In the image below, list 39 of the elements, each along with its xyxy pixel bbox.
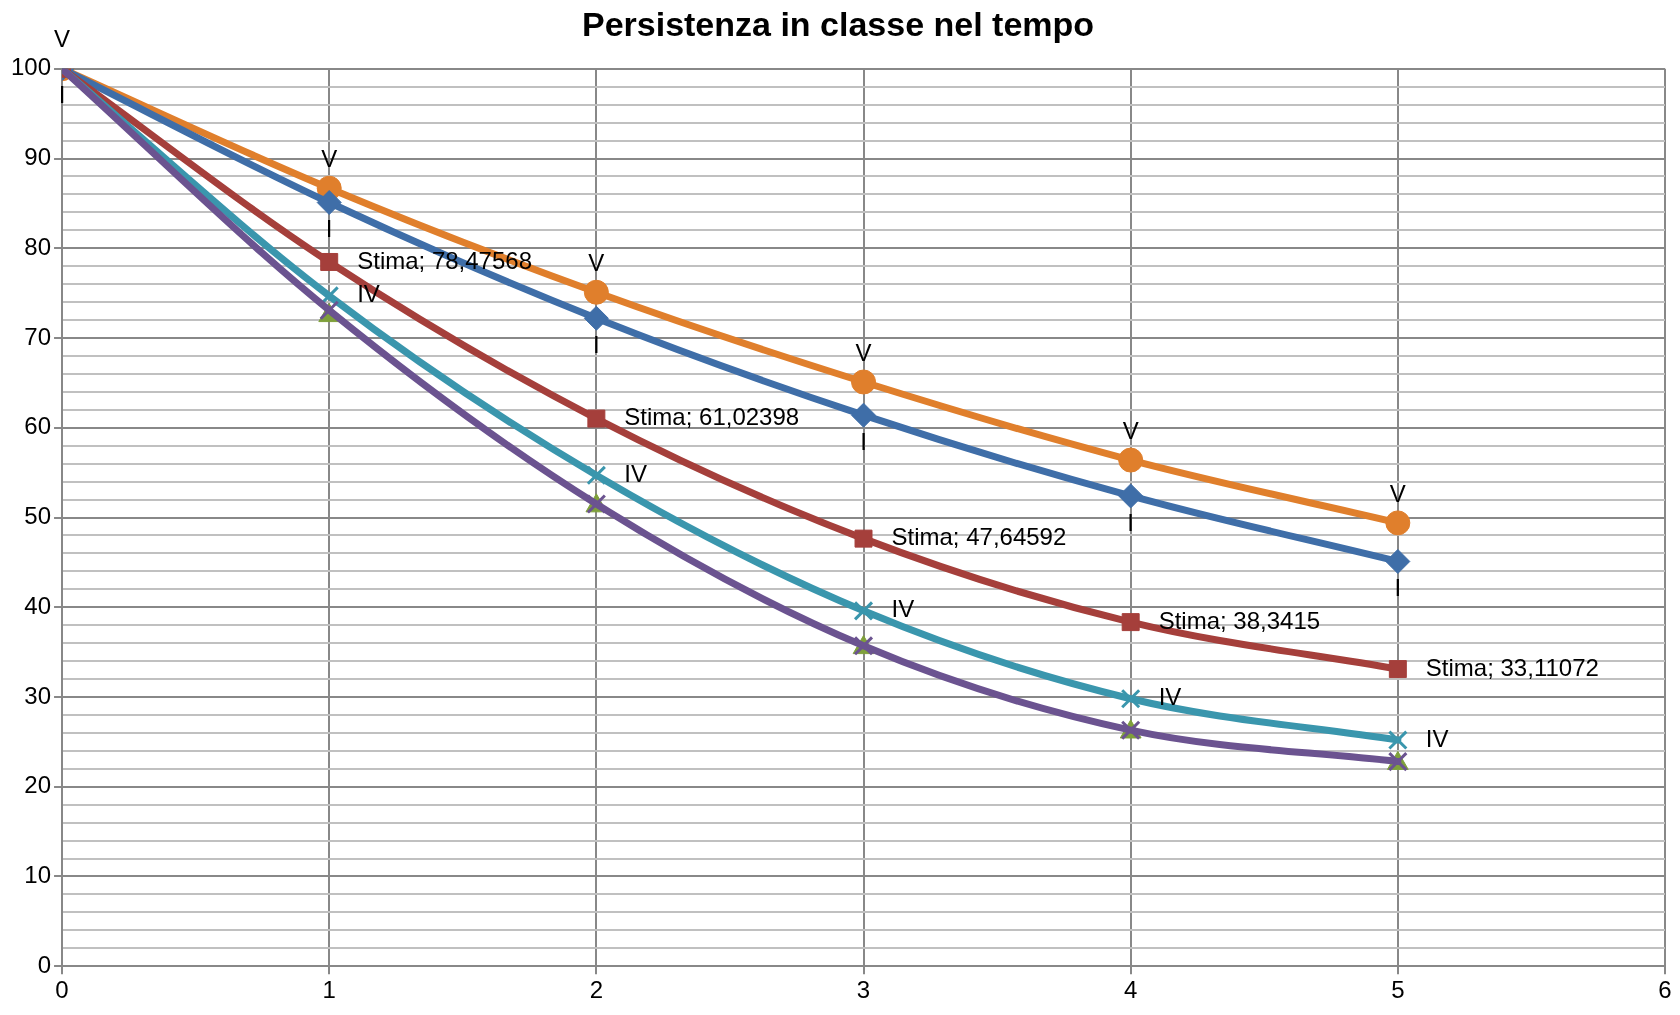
data-label: Stima; 47,64592 [891,523,1067,551]
data-label: Stima; 33,11072 [1425,653,1599,681]
data-label: V [321,144,338,172]
x-tick-label: 1 [322,976,336,1004]
y-tick-label: 40 [24,591,52,619]
data-label: IV [1425,724,1449,752]
y-tick-label: 60 [24,412,52,440]
x-tick-label: 0 [55,976,69,1004]
y-tick-label: 70 [24,322,52,350]
x-tick-label: 5 [1391,976,1405,1004]
data-label: IV [1158,683,1182,711]
x-tick-label: 4 [1124,976,1138,1004]
y-tick-label: 100 [11,53,52,81]
y-tick-label: 20 [24,771,52,799]
data-label: IV [891,595,915,623]
data-label: I [1127,508,1135,536]
data-label: I [58,81,66,109]
y-tick-label: 80 [24,232,52,260]
data-label: Stima; 38,3415 [1158,606,1321,634]
y-tick-label: 50 [24,502,52,530]
data-label: V [855,338,872,366]
data-label: Stima; 61,02398 [624,403,800,431]
y-tick-label: 10 [24,861,52,889]
data-label: IV [624,459,648,487]
x-tick-label: 6 [1658,976,1672,1004]
data-label: I [325,215,333,243]
x-tick-label: 3 [856,976,871,1004]
data-label: V [588,248,605,276]
data-label: V [54,25,71,53]
y-tick-label: 30 [24,681,52,709]
y-tick-label: 0 [37,950,52,978]
chart-title: Persistenza in classe nel tempo [581,4,1095,43]
data-label: V [1122,416,1139,444]
y-tick-label: 90 [24,143,52,171]
data-label: V [1389,479,1406,507]
x-tick-label: 2 [589,976,604,1004]
data-label: I [593,330,600,358]
data-label: I [1394,574,1402,602]
data-label: I [860,427,867,455]
